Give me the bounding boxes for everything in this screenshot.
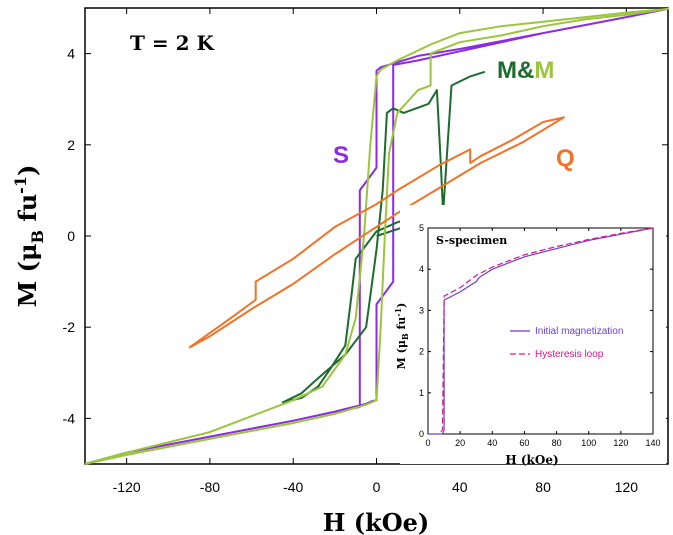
- inset-x-tick-label: 120: [613, 438, 628, 448]
- main-x-tick-label: 40: [452, 479, 468, 495]
- inset-y-tick-label: 5: [419, 223, 424, 233]
- inset-series-initial-magnetization: [428, 227, 654, 435]
- main-y-tick-label: -2: [63, 319, 76, 335]
- inset-series-hysteresis-loop: [440, 227, 654, 433]
- main-x-axis-title: H (kOe): [323, 508, 430, 535]
- inset-x-axis-title: H (kOe): [505, 453, 558, 467]
- main-series-q: [188, 116, 565, 349]
- series-label-mm: M&M: [497, 57, 554, 84]
- inset-x-tick-label: 40: [487, 438, 497, 448]
- main-y-axis-title: M (μB fu-1): [11, 165, 47, 308]
- inset-y-tick-label: 2: [419, 347, 424, 357]
- legend-label-hysteresis: Hysteresis loop: [535, 349, 604, 360]
- main-x-tick-label: 120: [615, 479, 639, 495]
- series-label-s: S: [333, 142, 349, 169]
- temperature-annotation: T = 2 K: [130, 31, 214, 55]
- inset-title: S-specimen: [436, 234, 507, 247]
- main-x-tick-label: 80: [535, 479, 551, 495]
- main-x-tick-label: -40: [283, 479, 303, 495]
- inset-y-tick-label: 4: [419, 264, 424, 274]
- main-y-tick-label: 2: [67, 137, 75, 153]
- main-series-group: [84, 7, 669, 465]
- inset-x-tick-label: 20: [455, 438, 465, 448]
- main-x-tick-label: -120: [113, 479, 141, 495]
- inset-x-tick-label: 60: [519, 438, 529, 448]
- inset-x-tick-label: 80: [552, 438, 562, 448]
- main-y-tick-label: 4: [67, 46, 75, 62]
- inset-y-tick-label: 0: [419, 429, 424, 439]
- main-x-tick-label: 0: [373, 479, 381, 495]
- main-x-tick-label: -80: [200, 479, 220, 495]
- main-series-mm-light: [84, 7, 669, 465]
- series-label-q: Q: [556, 145, 575, 172]
- main-y-tick-label: -4: [63, 410, 76, 426]
- inset-y-tick-label: 1: [419, 388, 424, 398]
- inset-x-tick-label: 140: [645, 438, 660, 448]
- inset-series-group: [428, 227, 654, 435]
- inset-plot-frame: [427, 227, 654, 435]
- inset-axis-ticks: 0 20 40 60 80 100 120 140 0 1 2 3 4 5: [419, 223, 661, 448]
- inset-x-tick-label: 100: [581, 438, 596, 448]
- inset-legend: Initial magnetization Hysteresis loop: [510, 326, 623, 360]
- legend-label-initial: Initial magnetization: [535, 326, 623, 337]
- main-y-tick-label: 0: [67, 228, 75, 244]
- inset-y-axis-title: M (μB fu-1): [393, 303, 410, 370]
- inset-x-tick-label: 0: [425, 438, 430, 448]
- inset-chart: 0 20 40 60 80 100 120 140 0 1 2 3 4 5 S-specimen H (k…: [393, 205, 666, 467]
- inset-y-tick-label: 3: [419, 305, 424, 315]
